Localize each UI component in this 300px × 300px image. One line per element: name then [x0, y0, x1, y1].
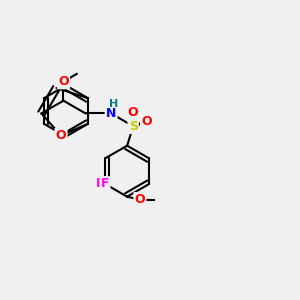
Text: O: O	[141, 115, 152, 128]
Text: O: O	[128, 106, 138, 119]
Text: O: O	[58, 75, 69, 88]
Text: N: N	[106, 107, 116, 120]
Text: O: O	[135, 193, 145, 206]
Text: H: H	[110, 99, 119, 110]
Text: S: S	[129, 120, 138, 133]
Text: O: O	[56, 129, 66, 142]
Text: F: F	[101, 177, 109, 190]
Text: F: F	[96, 177, 105, 190]
